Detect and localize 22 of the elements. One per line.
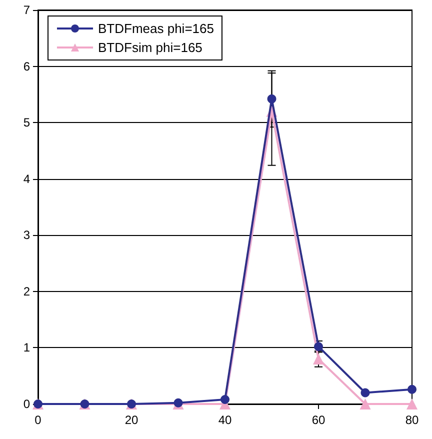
point xyxy=(220,395,230,404)
point xyxy=(408,384,416,394)
point xyxy=(267,94,276,104)
y-tick-label: 3 xyxy=(23,228,30,242)
y-tick-label: 2 xyxy=(23,284,30,298)
y-tick-label: 5 xyxy=(23,116,30,130)
x-tick-label: 80 xyxy=(405,413,419,427)
legend-label: BTDFsim phi=165 xyxy=(98,40,202,55)
point xyxy=(360,388,370,398)
x-tick-label: 20 xyxy=(124,413,138,427)
x-tick-label: 60 xyxy=(312,413,326,427)
legend-label: BTDFmeas phi=165 xyxy=(98,21,214,36)
y-tick-label: 7 xyxy=(23,3,30,17)
point xyxy=(313,353,324,364)
point xyxy=(360,398,371,410)
x-tick-label: 0 xyxy=(34,413,42,427)
y-tick-label: 1 xyxy=(23,340,30,355)
point xyxy=(406,398,418,410)
y-tick-label: 0 xyxy=(23,397,30,411)
x-tick-label: 40 xyxy=(218,413,232,427)
y-tick-label: 4 xyxy=(23,172,30,186)
y-tick-label: 6 xyxy=(23,59,30,74)
